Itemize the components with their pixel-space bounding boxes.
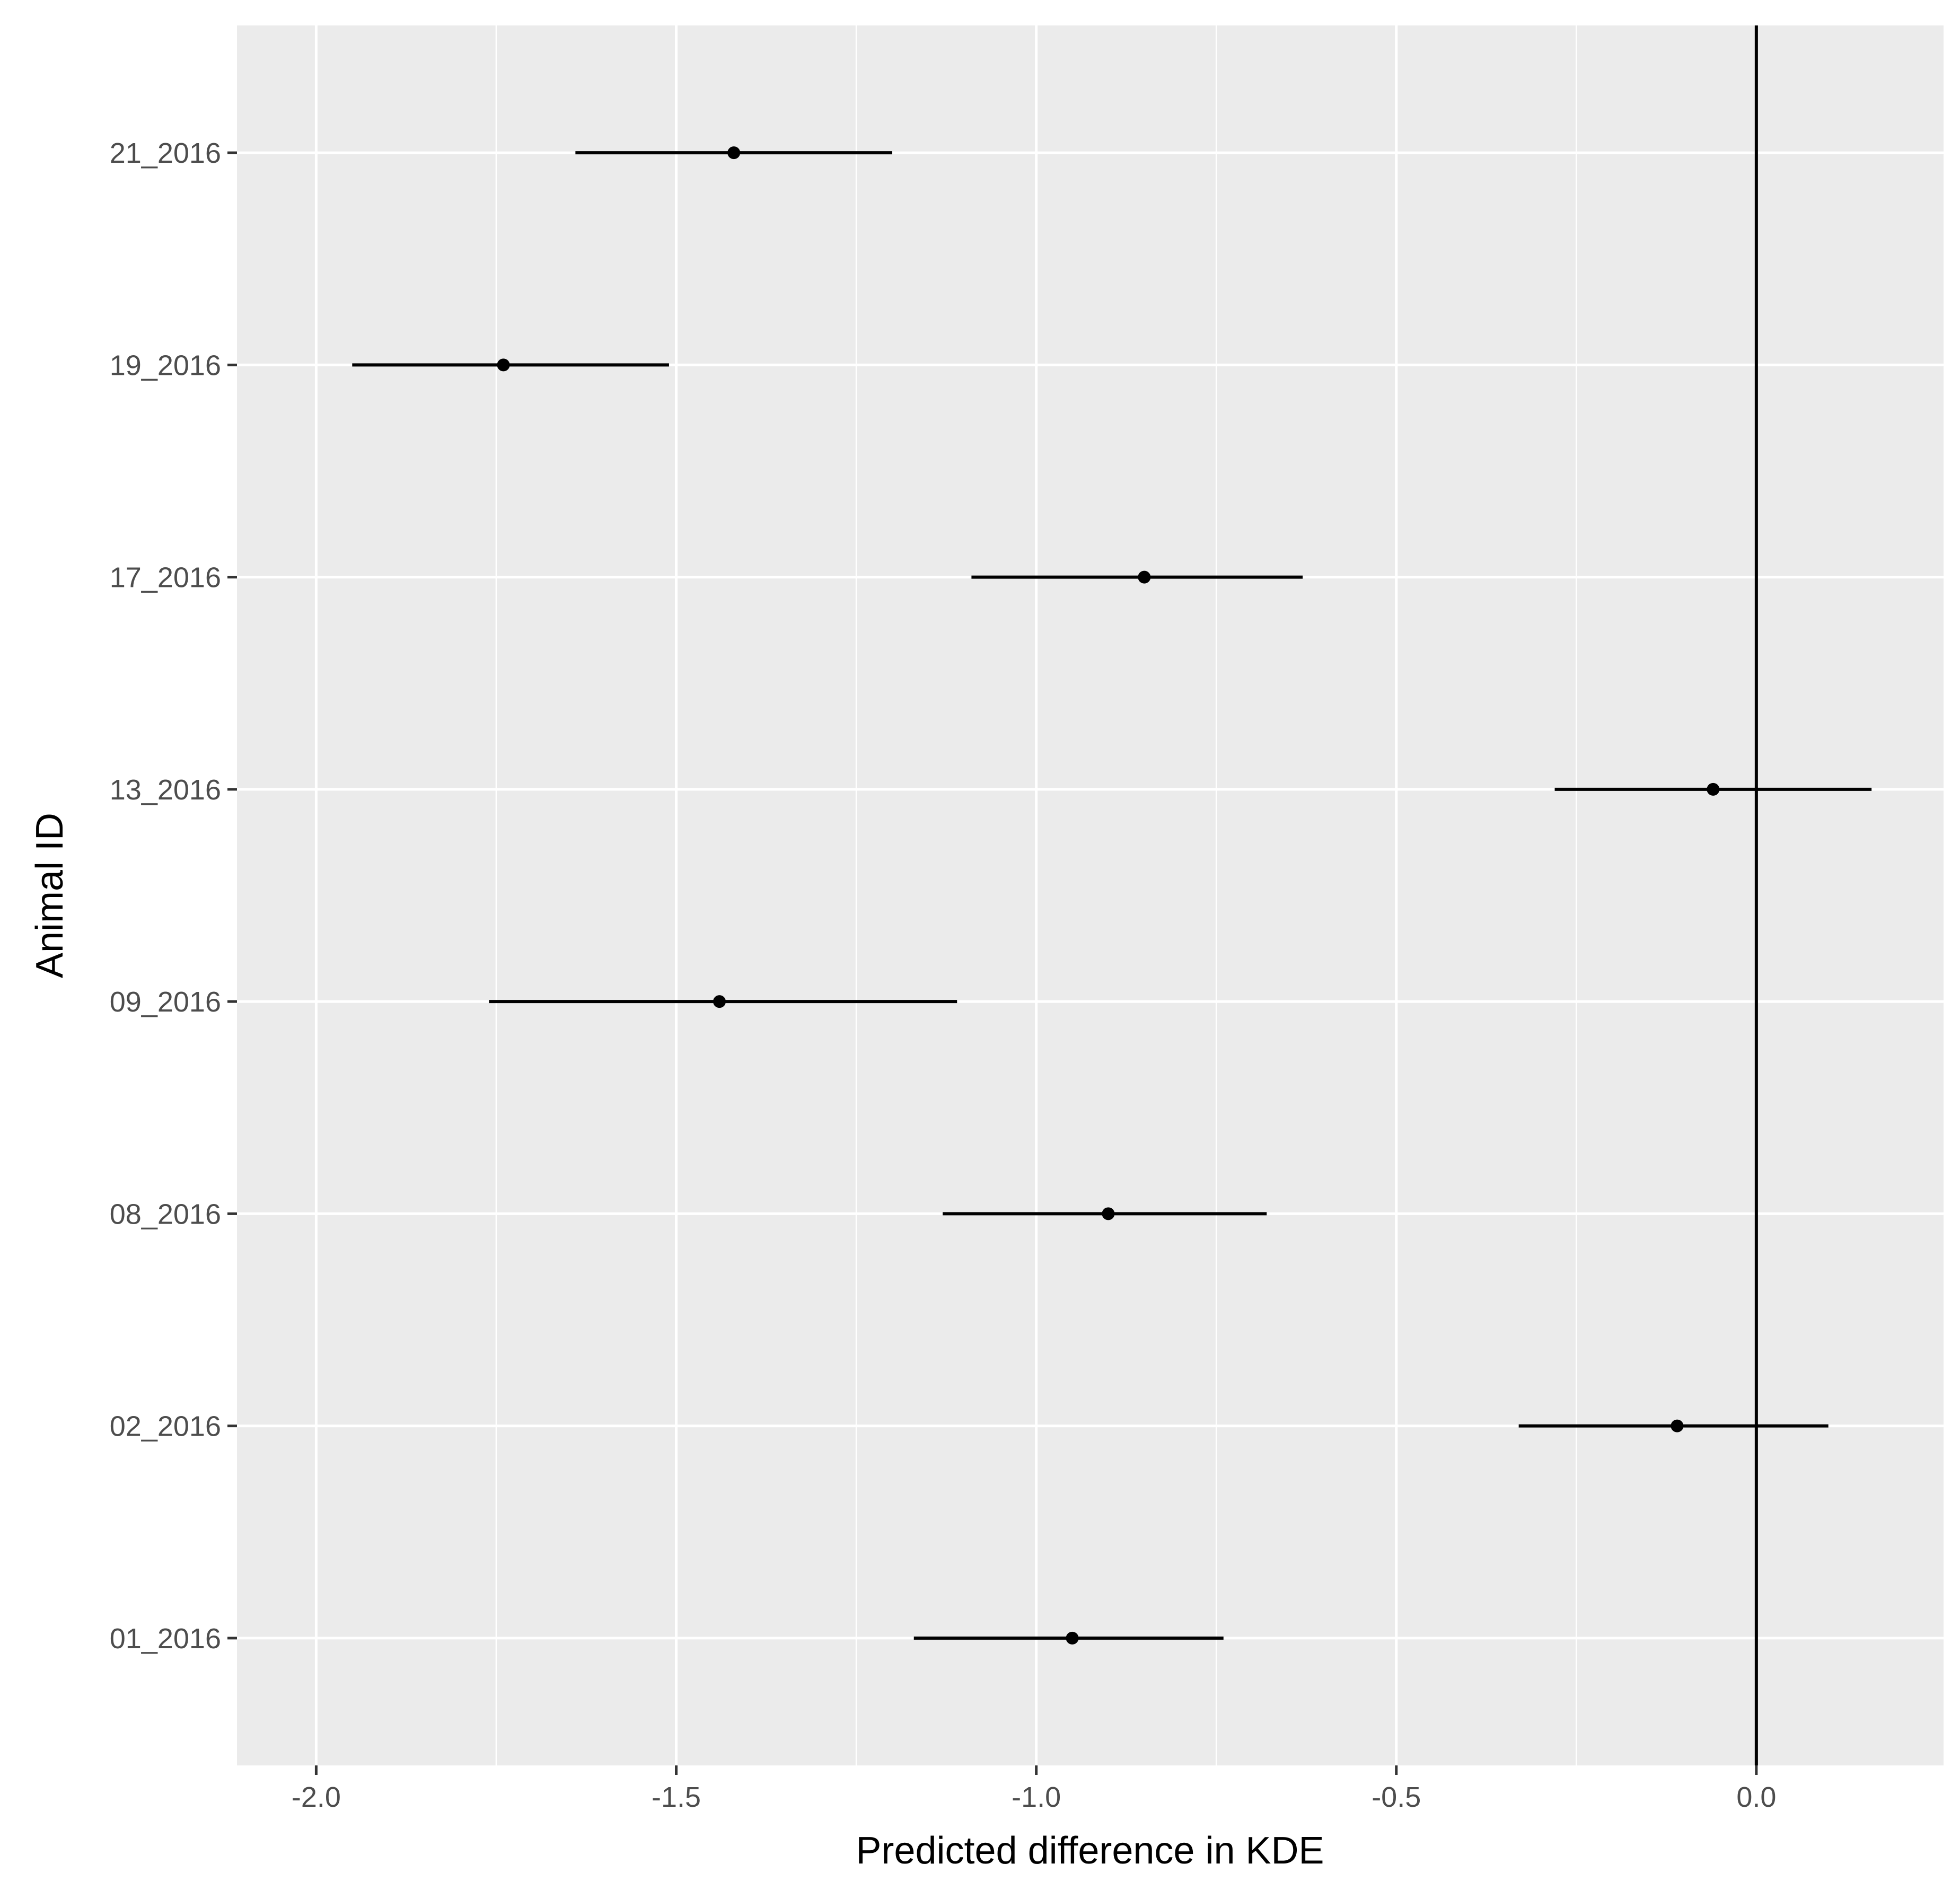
estimate-marks <box>352 146 1872 1645</box>
point-estimate-08_2016 <box>1102 1207 1115 1220</box>
point-estimate-09_2016 <box>713 995 726 1008</box>
y-axis-title: Animal ID <box>29 813 71 978</box>
minor-gridlines <box>495 25 1577 1765</box>
y-tick-label-13_2016: 13_2016 <box>110 774 221 806</box>
x-tick-label: -0.5 <box>1372 1781 1421 1813</box>
y-tick-label-17_2016: 17_2016 <box>110 562 221 594</box>
point-estimate-19_2016 <box>497 358 510 372</box>
point-estimate-01_2016 <box>1066 1631 1079 1645</box>
x-tick-label: -1.5 <box>652 1781 701 1813</box>
x-axis: -2.0 -1.5 -1.0 -0.5 0.0 <box>292 1765 1776 1813</box>
y-tick-label-19_2016: 19_2016 <box>110 349 221 381</box>
y-axis: 01_2016 02_2016 08_2016 09_2016 13_2016 17_20… <box>110 137 237 1655</box>
x-tick-label: -1.0 <box>1012 1781 1061 1813</box>
x-tick-label: 0.0 <box>1736 1781 1776 1813</box>
x-axis-title: Predicted difference in KDE <box>856 1830 1324 1872</box>
point-estimate-02_2016 <box>1671 1419 1684 1432</box>
y-tick-label-02_2016: 02_2016 <box>110 1411 221 1443</box>
y-tick-label-21_2016: 21_2016 <box>110 137 221 169</box>
x-tick-label: -2.0 <box>292 1781 341 1813</box>
y-tick-label-01_2016: 01_2016 <box>110 1623 221 1655</box>
point-estimate-13_2016 <box>1707 783 1720 796</box>
point-estimate-21_2016 <box>727 146 741 160</box>
plot-panel <box>237 25 1944 1765</box>
y-tick-label-09_2016: 09_2016 <box>110 986 221 1018</box>
point-estimate-17_2016 <box>1138 570 1151 584</box>
y-tick-label-08_2016: 08_2016 <box>110 1198 221 1230</box>
